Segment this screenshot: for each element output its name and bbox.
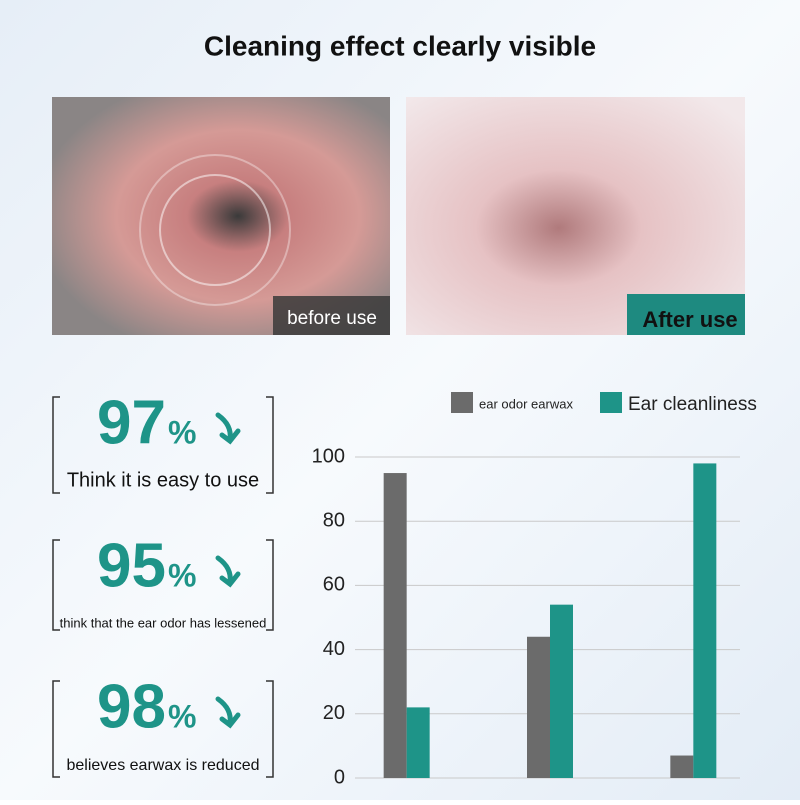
bracket: [266, 680, 274, 778]
bar: [406, 707, 430, 778]
stat-text: think that the ear odor has lessened: [60, 615, 267, 630]
bar: [550, 604, 573, 778]
y-tick-label: 100: [312, 445, 345, 467]
stat-value: 97: [97, 388, 166, 457]
bracket: [52, 396, 60, 494]
legend-label: Ear cleanliness: [628, 394, 757, 415]
chart: 0 20 40 60 80 100 ear odor earwax Ear cleanline…: [312, 392, 757, 788]
stat-text: believes earwax is reduced: [67, 757, 260, 774]
label-box: [273, 296, 390, 335]
stat-unit: %: [168, 414, 196, 450]
legend-label: ear odor earwax: [479, 396, 573, 411]
stat-value: 98: [97, 672, 166, 741]
bar: [693, 463, 717, 778]
bracket: [266, 539, 274, 631]
label-box: [627, 294, 745, 335]
arrow-icon: [215, 696, 241, 729]
bracket: [52, 680, 60, 778]
bar: [670, 755, 694, 778]
highlight-ring: [159, 174, 271, 286]
highlight-ring: [139, 154, 291, 306]
y-tick-label: 80: [323, 509, 345, 531]
y-tick-label: 0: [334, 766, 345, 788]
bar: [383, 473, 407, 778]
y-tick-label: 40: [323, 638, 345, 660]
bar: [527, 636, 550, 778]
title: Cleaning effect clearly visible: [204, 30, 596, 61]
legend-swatch: [600, 392, 622, 413]
y-tick-label: 60: [323, 574, 345, 596]
bracket: [52, 539, 60, 631]
before-photo: [52, 97, 390, 335]
stat-text: Think it is easy to use: [67, 469, 259, 491]
bracket: [266, 396, 274, 494]
legend-swatch: [451, 392, 473, 413]
photo-label: After use: [642, 307, 737, 332]
stat-unit: %: [168, 698, 196, 734]
photo-label: before use: [287, 308, 377, 329]
arrow-icon: [215, 412, 241, 445]
stat-unit: %: [168, 557, 196, 593]
y-tick-label: 20: [323, 702, 345, 724]
arrow-icon: [215, 555, 241, 588]
stat-value: 95: [97, 531, 166, 600]
stats: 97 % Think it is easy to use 95 % think that …: [52, 388, 274, 778]
